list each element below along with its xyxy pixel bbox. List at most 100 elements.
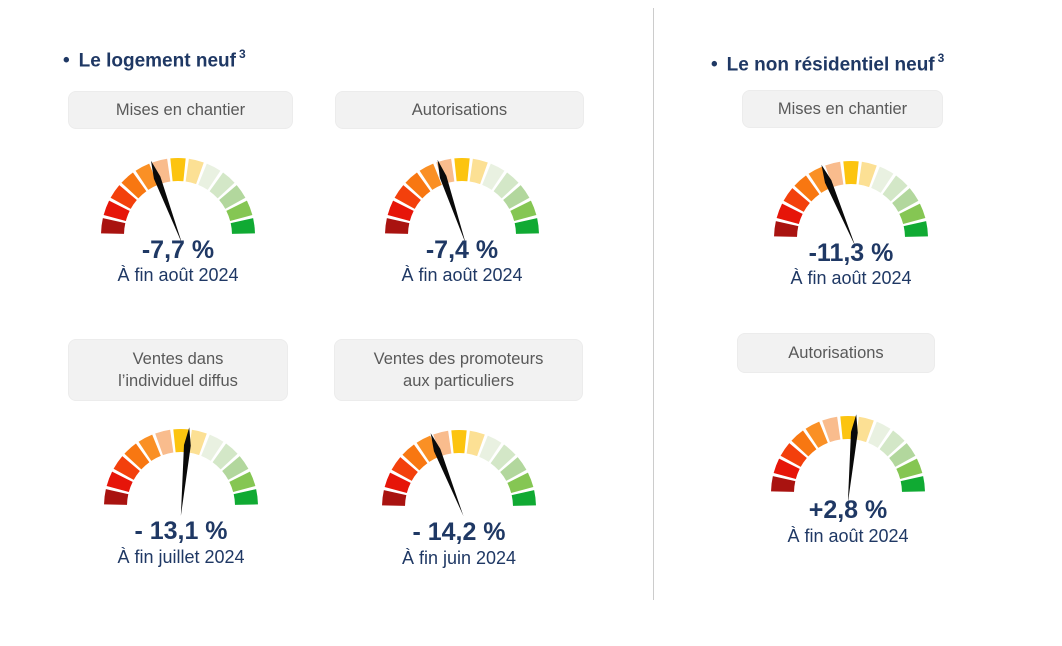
gauge-segment [791, 430, 817, 457]
gauge-segment [482, 163, 505, 190]
gauge-needle-icon [150, 160, 183, 245]
gauge-segment [188, 429, 207, 456]
gauge-segment [855, 416, 874, 443]
gauge-chart-mises-en-chantier-logement [101, 157, 255, 245]
gauge-period: À fin août 2024 [790, 268, 912, 288]
gauge-chart-ventes-promoteurs [382, 429, 536, 517]
gauge-segment [222, 456, 249, 480]
gauge-segment [808, 166, 831, 193]
gauge-segment [899, 203, 926, 224]
gauge-value: - 14,2 % [412, 518, 506, 546]
gauge-segment [825, 161, 844, 188]
pill-label-line1: Ventes dans [132, 349, 224, 368]
gauge-segment [384, 472, 411, 493]
gauge-segment [500, 457, 527, 481]
gauge-segment [233, 489, 258, 505]
gauge-segment [469, 158, 488, 185]
gauge-needle-icon [430, 433, 464, 517]
gauge-segment [201, 434, 224, 461]
pill-label: Autorisations [411, 100, 508, 119]
footnote-ref: 3 [937, 51, 945, 65]
gauge-chart-ventes-individuel-diffus [104, 427, 258, 517]
gauge-segment [405, 172, 431, 199]
gauge-period: À fin août 2024 [787, 526, 909, 546]
section-title-text: Le non résidentiel neuf [726, 54, 935, 76]
gauge-segment [511, 490, 536, 506]
gauge-segment [776, 203, 803, 224]
gauge-segment [113, 456, 140, 480]
gauge-segment [773, 458, 800, 479]
gauge-segment [433, 430, 452, 457]
gauge-segment [135, 163, 158, 190]
gauge-segment [106, 471, 133, 492]
gauge-value: -7,7 % [141, 236, 215, 264]
gauge-value: -7,4 % [425, 236, 499, 264]
gauge-chart-autorisations-non-residentiel [771, 414, 925, 504]
gauge-segment [152, 158, 171, 185]
gauge-segment [771, 476, 796, 492]
pill-label: Mises en chantier [777, 99, 908, 118]
label-mises-en-chantier-non-residentiel: Mises en chantier [742, 90, 943, 128]
label-autorisations-logement: Autorisations [335, 91, 584, 129]
gauge-segment [879, 430, 905, 457]
gauge-segment [896, 458, 923, 479]
gauge-segment [394, 185, 421, 209]
gauge-segment [493, 172, 519, 199]
pill-label-line2: aux particuliers [403, 372, 514, 390]
gauge-segment [121, 172, 147, 199]
gauge-segment [451, 429, 467, 454]
gauge-segment [101, 218, 126, 234]
gauge-segment [436, 158, 455, 185]
gauge-segment [402, 444, 428, 471]
section-title-text: Le logement neuf [78, 50, 236, 72]
gauge-segment [391, 457, 418, 481]
gauge-segment [871, 166, 894, 193]
footnote-ref: 3 [238, 47, 246, 61]
gauge-segment [822, 416, 841, 443]
gauge-segment [212, 443, 238, 470]
gauge-segment [209, 172, 235, 199]
gauge-segment [226, 200, 253, 221]
gauge-period: À fin août 2024 [401, 265, 523, 285]
gauge-value: -11,3 % [808, 239, 894, 267]
gauge-segment [124, 443, 150, 470]
gauge-segment [774, 221, 799, 237]
gauge-segment [479, 435, 502, 462]
gauge-chart-autorisations-logement [385, 157, 539, 245]
section-divider [653, 8, 654, 600]
pill-label-line1: Ventes des promoteurs [373, 349, 544, 368]
gauge-segment [416, 435, 439, 462]
gauge-segment [805, 421, 828, 448]
gauge-segment [185, 158, 204, 185]
gauge-segment [466, 430, 485, 457]
gauge-segment [382, 490, 407, 506]
gauge-segment [903, 221, 928, 237]
label-mises-en-chantier-logement: Mises en chantier [68, 91, 293, 129]
gauge-segment [490, 444, 516, 471]
bullet-icon: • [63, 50, 70, 72]
gauge-period: À fin juillet 2024 [117, 547, 245, 567]
gauge-segment [155, 429, 174, 456]
gauge-segment [882, 175, 908, 202]
gauge-segment [103, 200, 130, 221]
label-ventes-individuel-diffus: Ventes dans l’individuel diffus [68, 339, 288, 401]
section-title-non-residentiel-neuf: • Le non résidentiel neuf 3 [711, 51, 945, 76]
gauge-segment [138, 434, 161, 461]
gauge-period: À fin août 2024 [117, 265, 239, 285]
gauge-value: +2,8 % [808, 496, 888, 524]
pill-label: Mises en chantier [115, 100, 246, 119]
gauge-segment [503, 185, 530, 209]
gauge-segment [868, 421, 891, 448]
gauge-segment [858, 161, 877, 188]
gauge-segment [385, 218, 410, 234]
gauge-segment [780, 443, 807, 467]
gauge-segment [219, 185, 246, 209]
gauge-segment [230, 218, 255, 234]
gauge-segment [387, 200, 414, 221]
gauge-segment [794, 175, 820, 202]
gauge-chart-mises-en-chantier-non-residentiel [774, 160, 928, 247]
gauge-segment [419, 163, 442, 190]
gauge-needle-icon [437, 159, 466, 245]
gauge-segment [783, 188, 810, 212]
bullet-icon: • [711, 54, 718, 76]
